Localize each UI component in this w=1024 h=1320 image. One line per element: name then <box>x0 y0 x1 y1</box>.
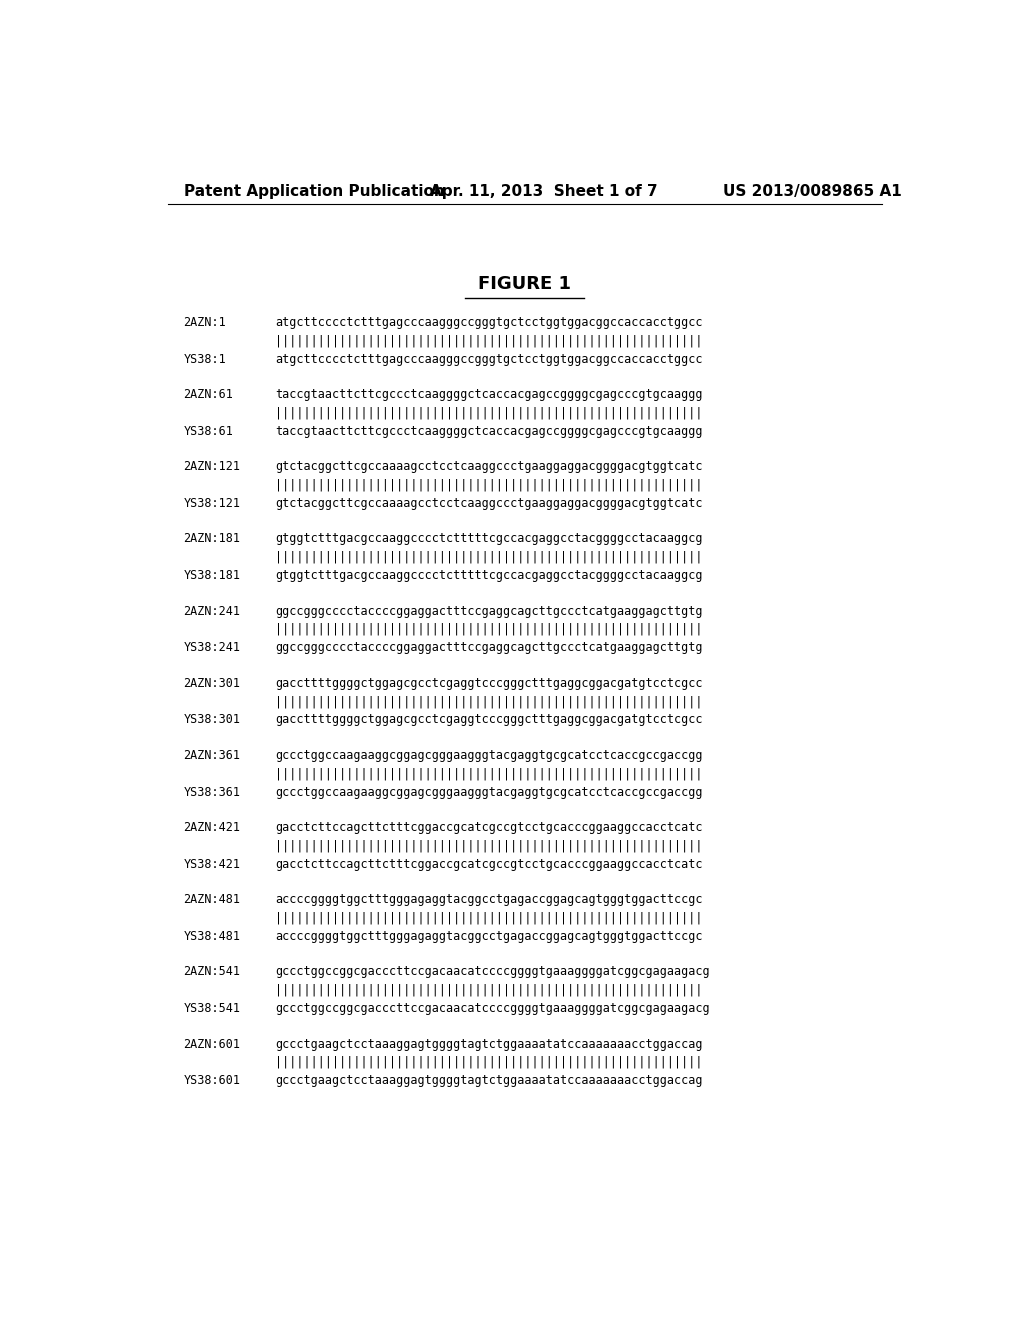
Text: YS38:241: YS38:241 <box>183 642 241 655</box>
Text: 2AZN:121: 2AZN:121 <box>183 461 241 474</box>
Text: gtctacggcttcgccaaaagcctcctcaaggccctgaaggaggacggggacgtggtcatc: gtctacggcttcgccaaaagcctcctcaaggccctgaagg… <box>274 496 702 510</box>
Text: gccctgaagctcctaaaggagtggggtagtctggaaaatatccaaaaaaacctggaccag: gccctgaagctcctaaaggagtggggtagtctggaaaata… <box>274 1074 702 1088</box>
Text: atgcttcccctctttgagcccaagggccgggtgctcctggtggacggccaccacctggcc: atgcttcccctctttgagcccaagggccgggtgctcctgg… <box>274 352 702 366</box>
Text: ||||||||||||||||||||||||||||||||||||||||||||||||||||||||||||: ||||||||||||||||||||||||||||||||||||||||… <box>274 479 702 491</box>
Text: YS38:181: YS38:181 <box>183 569 241 582</box>
Text: ||||||||||||||||||||||||||||||||||||||||||||||||||||||||||||: ||||||||||||||||||||||||||||||||||||||||… <box>274 840 702 853</box>
Text: gccctgaagctcctaaaggagtggggtagtctggaaaatatccaaaaaaacctggaccag: gccctgaagctcctaaaggagtggggtagtctggaaaata… <box>274 1038 702 1051</box>
Text: gccctggccggcgacccttccgacaacatccccggggtgaaaggggatcggcgagaagacg: gccctggccggcgacccttccgacaacatccccggggtga… <box>274 1002 710 1015</box>
Text: 2AZN:481: 2AZN:481 <box>183 894 241 907</box>
Text: taccgtaacttcttcgccctcaaggggctcaccacgagccggggcgagcccgtgcaaggg: taccgtaacttcttcgccctcaaggggctcaccacgagcc… <box>274 388 702 401</box>
Text: 2AZN:181: 2AZN:181 <box>183 532 241 545</box>
Text: Apr. 11, 2013  Sheet 1 of 7: Apr. 11, 2013 Sheet 1 of 7 <box>430 183 657 199</box>
Text: ||||||||||||||||||||||||||||||||||||||||||||||||||||||||||||: ||||||||||||||||||||||||||||||||||||||||… <box>274 407 702 420</box>
Text: ggccgggcccctaccccggaggactttccgaggcagcttgccctcatgaaggagcttgtg: ggccgggcccctaccccggaggactttccgaggcagcttg… <box>274 642 702 655</box>
Text: YS38:61: YS38:61 <box>183 425 233 438</box>
Text: ||||||||||||||||||||||||||||||||||||||||||||||||||||||||||||: ||||||||||||||||||||||||||||||||||||||||… <box>274 912 702 924</box>
Text: Patent Application Publication: Patent Application Publication <box>183 183 444 199</box>
Text: 2AZN:421: 2AZN:421 <box>183 821 241 834</box>
Text: 2AZN:61: 2AZN:61 <box>183 388 233 401</box>
Text: atgcttcccctctttgagcccaagggccgggtgctcctggtggacggccaccacctggcc: atgcttcccctctttgagcccaagggccgggtgctcctgg… <box>274 315 702 329</box>
Text: accccggggtggctttgggagaggtacggcctgagaccggagcagtgggtggacttccgc: accccggggtggctttgggagaggtacggcctgagaccgg… <box>274 894 702 907</box>
Text: ||||||||||||||||||||||||||||||||||||||||||||||||||||||||||||: ||||||||||||||||||||||||||||||||||||||||… <box>274 623 702 636</box>
Text: YS38:421: YS38:421 <box>183 858 241 871</box>
Text: YS38:481: YS38:481 <box>183 929 241 942</box>
Text: ||||||||||||||||||||||||||||||||||||||||||||||||||||||||||||: ||||||||||||||||||||||||||||||||||||||||… <box>274 696 702 708</box>
Text: gacctcttccagcttctttcggaccgcatcgccgtcctgcacccggaaggccacctcatc: gacctcttccagcttctttcggaccgcatcgccgtcctgc… <box>274 821 702 834</box>
Text: YS38:1: YS38:1 <box>183 352 226 366</box>
Text: ||||||||||||||||||||||||||||||||||||||||||||||||||||||||||||: ||||||||||||||||||||||||||||||||||||||||… <box>274 767 702 780</box>
Text: ||||||||||||||||||||||||||||||||||||||||||||||||||||||||||||: ||||||||||||||||||||||||||||||||||||||||… <box>274 983 702 997</box>
Text: gaccttttggggctggagcgcctcgaggtcccgggctttgaggcggacgatgtcctcgcc: gaccttttggggctggagcgcctcgaggtcccgggctttg… <box>274 713 702 726</box>
Text: accccggggtggctttgggagaggtacggcctgagaccggagcagtgggtggacttccgc: accccggggtggctttgggagaggtacggcctgagaccgg… <box>274 929 702 942</box>
Text: gccctggccaagaaggcggagcgggaagggtacgaggtgcgcatcctcaccgccgaccgg: gccctggccaagaaggcggagcgggaagggtacgaggtgc… <box>274 748 702 762</box>
Text: ||||||||||||||||||||||||||||||||||||||||||||||||||||||||||||: ||||||||||||||||||||||||||||||||||||||||… <box>274 1056 702 1069</box>
Text: FIGURE 1: FIGURE 1 <box>478 276 571 293</box>
Text: 2AZN:541: 2AZN:541 <box>183 965 241 978</box>
Text: gccctggccaagaaggcggagcgggaagggtacgaggtgcgcatcctcaccgccgaccgg: gccctggccaagaaggcggagcgggaagggtacgaggtgc… <box>274 785 702 799</box>
Text: YS38:361: YS38:361 <box>183 785 241 799</box>
Text: 2AZN:361: 2AZN:361 <box>183 748 241 762</box>
Text: ggccgggcccctaccccggaggactttccgaggcagcttgccctcatgaaggagcttgtg: ggccgggcccctaccccggaggactttccgaggcagcttg… <box>274 605 702 618</box>
Text: ||||||||||||||||||||||||||||||||||||||||||||||||||||||||||||: ||||||||||||||||||||||||||||||||||||||||… <box>274 334 702 347</box>
Text: gtggtctttgacgccaaggcccctctttttcgccacgaggcctacggggcctacaaggcg: gtggtctttgacgccaaggcccctctttttcgccacgagg… <box>274 532 702 545</box>
Text: gtctacggcttcgccaaaagcctcctcaaggccctgaaggaggacggggacgtggtcatc: gtctacggcttcgccaaaagcctcctcaaggccctgaagg… <box>274 461 702 474</box>
Text: YS38:301: YS38:301 <box>183 713 241 726</box>
Text: gtggtctttgacgccaaggcccctctttttcgccacgaggcctacggggcctacaaggcg: gtggtctttgacgccaaggcccctctttttcgccacgagg… <box>274 569 702 582</box>
Text: 2AZN:301: 2AZN:301 <box>183 677 241 690</box>
Text: YS38:601: YS38:601 <box>183 1074 241 1088</box>
Text: 2AZN:601: 2AZN:601 <box>183 1038 241 1051</box>
Text: ||||||||||||||||||||||||||||||||||||||||||||||||||||||||||||: ||||||||||||||||||||||||||||||||||||||||… <box>274 550 702 564</box>
Text: US 2013/0089865 A1: US 2013/0089865 A1 <box>723 183 902 199</box>
Text: gacctcttccagcttctttcggaccgcatcgccgtcctgcacccggaaggccacctcatc: gacctcttccagcttctttcggaccgcatcgccgtcctgc… <box>274 858 702 871</box>
Text: gaccttttggggctggagcgcctcgaggtcccgggctttgaggcggacgatgtcctcgcc: gaccttttggggctggagcgcctcgaggtcccgggctttg… <box>274 677 702 690</box>
Text: 2AZN:241: 2AZN:241 <box>183 605 241 618</box>
Text: YS38:541: YS38:541 <box>183 1002 241 1015</box>
Text: gccctggccggcgacccttccgacaacatccccggggtgaaaggggatcggcgagaagacg: gccctggccggcgacccttccgacaacatccccggggtga… <box>274 965 710 978</box>
Text: 2AZN:1: 2AZN:1 <box>183 315 226 329</box>
Text: taccgtaacttcttcgccctcaaggggctcaccacgagccggggcgagcccgtgcaaggg: taccgtaacttcttcgccctcaaggggctcaccacgagcc… <box>274 425 702 438</box>
Text: YS38:121: YS38:121 <box>183 496 241 510</box>
